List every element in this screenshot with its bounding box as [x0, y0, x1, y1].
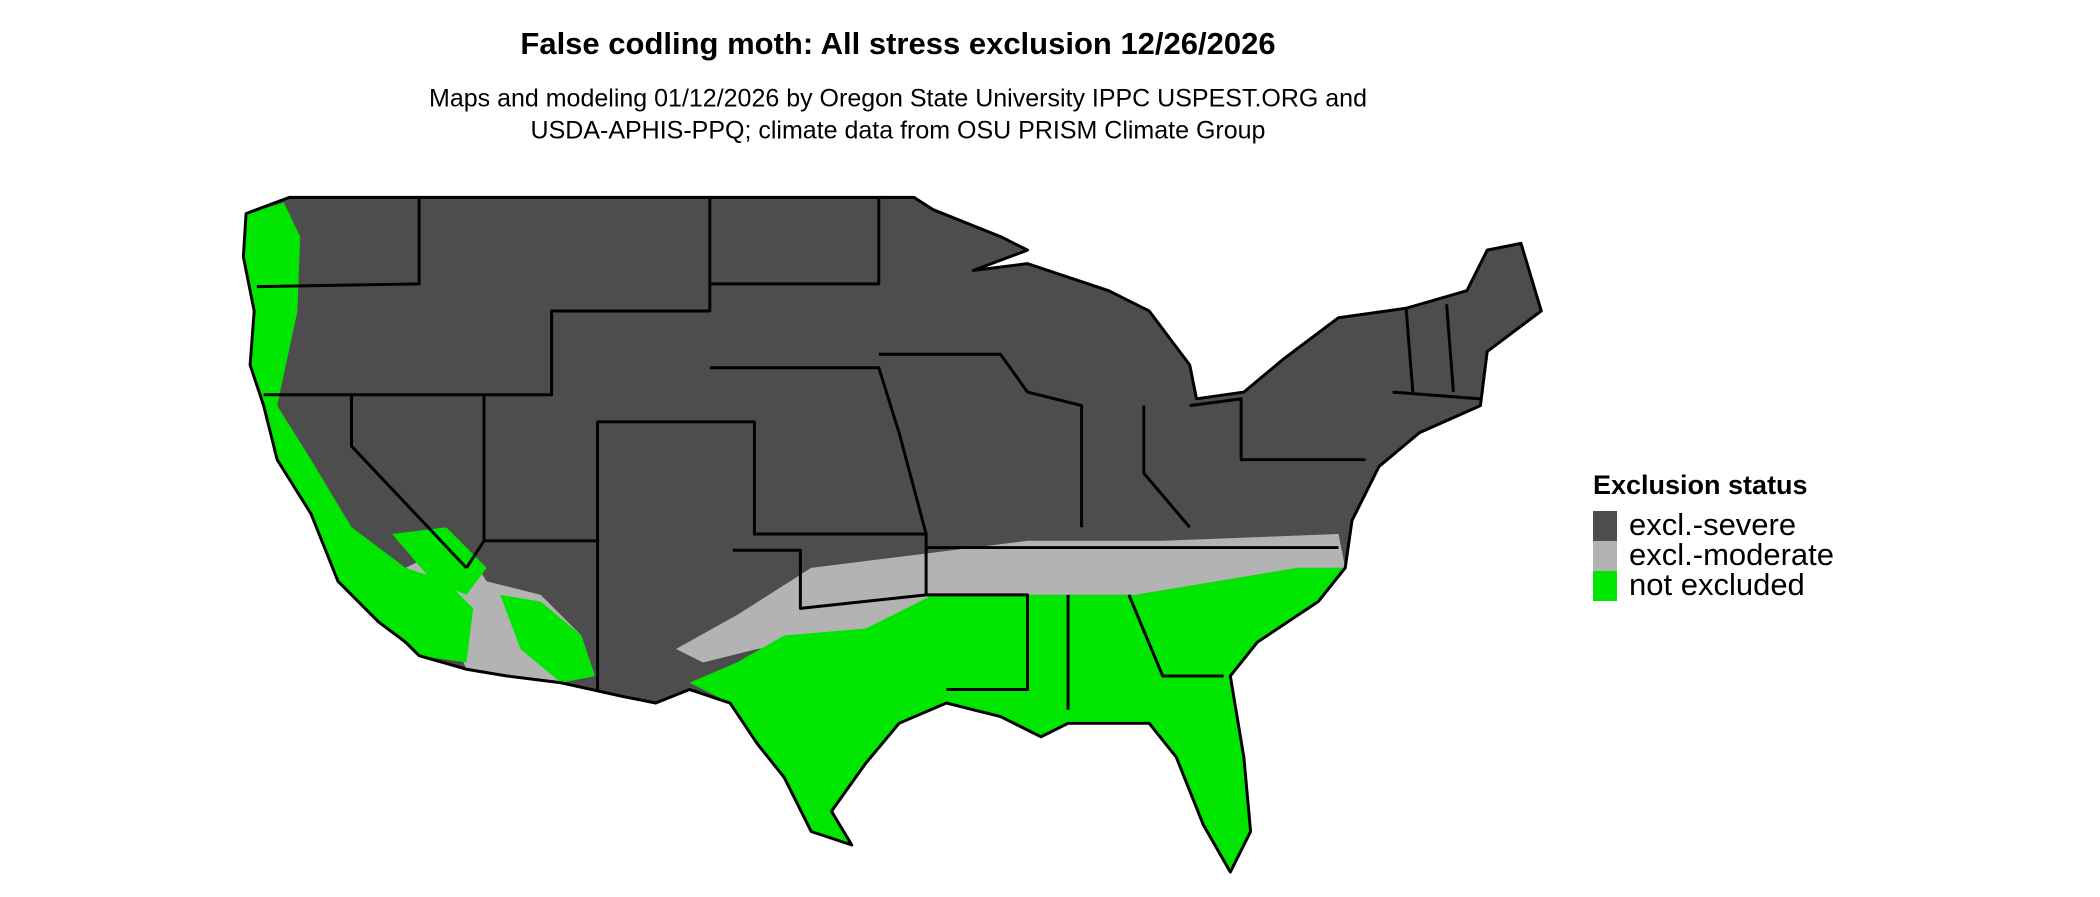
moderate-region: [676, 534, 1346, 663]
legend-swatch: [1593, 511, 1617, 541]
map-subtitle: Maps and modeling 01/12/2026 by Oregon S…: [429, 85, 1367, 113]
not-excluded-region: [243, 202, 474, 663]
legend-label: excl.-moderate: [1629, 537, 1834, 572]
state-borders: [241, 195, 1543, 874]
legend-label: excl.-severe: [1629, 507, 1796, 542]
not-excluded-region: [500, 594, 595, 683]
not-excluded-region: [689, 567, 1346, 873]
legend-label: not excluded: [1629, 567, 1805, 602]
map-title: False codling moth: All stress exclusion…: [520, 26, 1275, 61]
not-excluded-region: [392, 527, 487, 595]
map-subtitle: USDA-APHIS-PPQ; climate data from OSU PR…: [531, 117, 1266, 145]
legend-swatch: [1593, 571, 1617, 601]
legend-title: Exclusion status: [1593, 470, 1808, 500]
legend-swatch: [1593, 541, 1617, 571]
us-map: [241, 195, 1543, 874]
